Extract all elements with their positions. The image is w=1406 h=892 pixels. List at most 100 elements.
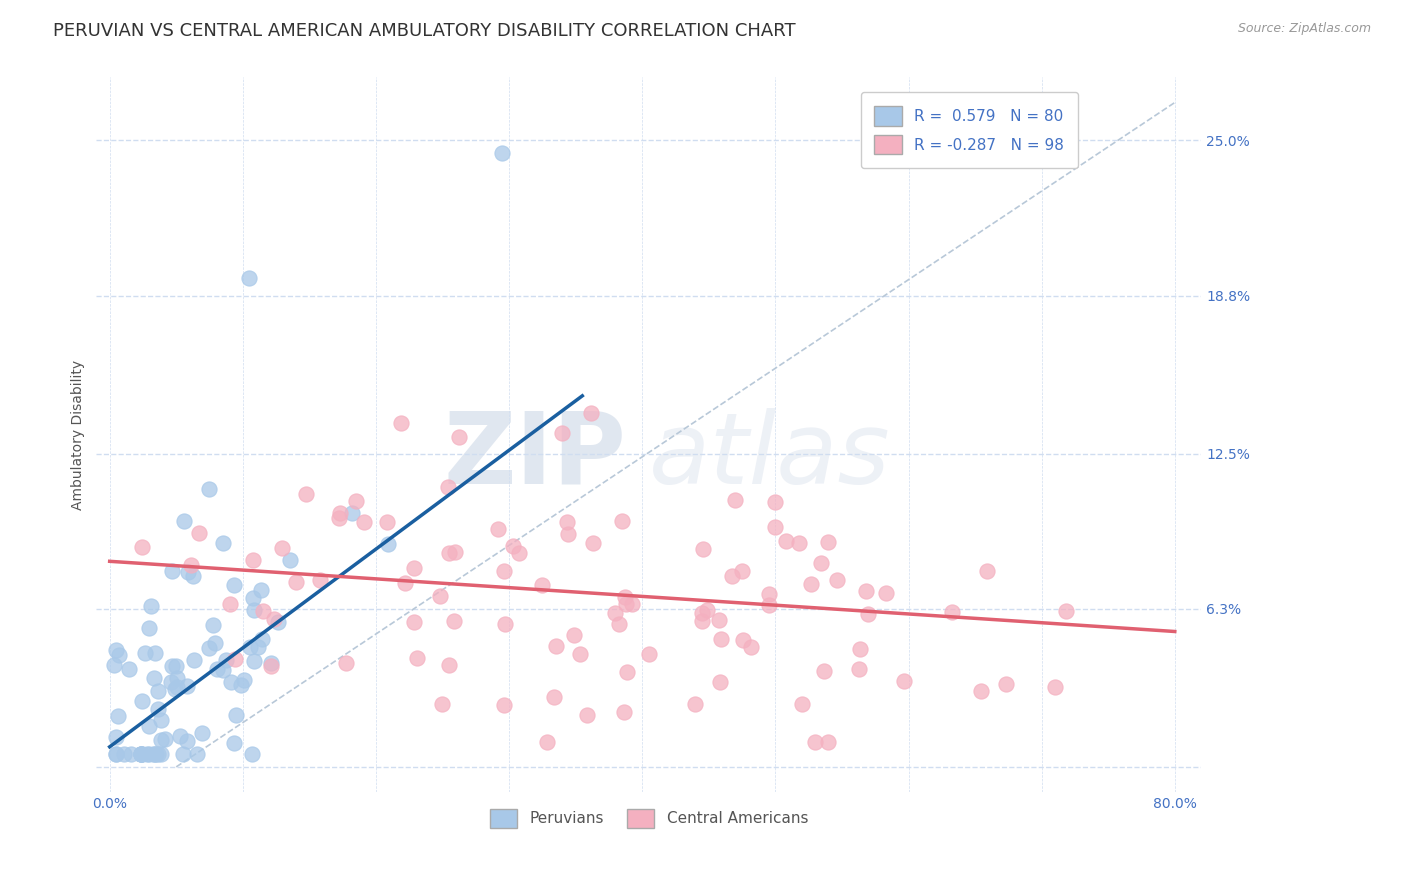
Point	[166, 671, 188, 685]
Point	[402, 561, 425, 575]
Point	[494, 616, 516, 631]
Point	[148, 684, 170, 698]
Text: PERUVIAN VS CENTRAL AMERICAN AMBULATORY DISABILITY CORRELATION CHART: PERUVIAN VS CENTRAL AMERICAN AMBULATORY …	[53, 22, 796, 40]
Point	[544, 639, 567, 653]
Point	[994, 677, 1017, 691]
Point	[710, 632, 733, 647]
Point	[555, 516, 578, 530]
Point	[614, 590, 637, 604]
Point	[138, 719, 160, 733]
Point	[143, 646, 166, 660]
Point	[941, 605, 963, 619]
Point	[970, 684, 993, 698]
Point	[730, 565, 752, 579]
Point	[176, 734, 198, 748]
Point	[183, 568, 205, 582]
Point	[205, 662, 228, 676]
Point	[150, 747, 173, 762]
Point	[377, 536, 399, 550]
Point	[612, 514, 634, 528]
Point	[215, 652, 238, 666]
Point	[260, 659, 283, 673]
Point	[429, 589, 451, 603]
Point	[107, 648, 129, 662]
Point	[177, 565, 200, 579]
Point	[613, 705, 636, 719]
Point	[131, 694, 153, 708]
Y-axis label: Ambulatory Disability: Ambulatory Disability	[72, 359, 86, 509]
Point	[603, 606, 626, 620]
Point	[278, 552, 301, 566]
Point	[758, 587, 780, 601]
Point	[551, 426, 574, 441]
Point	[219, 597, 242, 611]
Point	[146, 702, 169, 716]
Point	[150, 733, 173, 747]
Point	[129, 747, 152, 762]
Point	[138, 621, 160, 635]
Point	[134, 646, 156, 660]
Point	[131, 540, 153, 554]
Point	[136, 747, 159, 762]
Point	[740, 640, 762, 654]
Point	[340, 507, 363, 521]
Point	[163, 682, 186, 697]
Point	[105, 747, 128, 762]
Point	[763, 495, 786, 509]
Point	[568, 647, 591, 661]
Point	[103, 657, 125, 672]
Point	[118, 662, 141, 676]
Point	[219, 675, 242, 690]
Point	[581, 535, 603, 549]
Point	[803, 735, 825, 749]
Point	[188, 526, 211, 541]
Point	[160, 659, 183, 673]
Point	[153, 732, 176, 747]
Point	[131, 747, 153, 762]
Point	[180, 558, 202, 573]
Point	[198, 482, 221, 496]
Point	[138, 747, 160, 762]
Text: ZIP: ZIP	[444, 408, 627, 505]
Point	[284, 575, 307, 590]
Legend: Peruvians, Central Americans: Peruvians, Central Americans	[484, 803, 814, 834]
Point	[825, 573, 848, 587]
Point	[142, 747, 165, 762]
Point	[775, 533, 797, 548]
Point	[142, 747, 165, 762]
Point	[104, 643, 127, 657]
Point	[260, 656, 283, 670]
Point	[191, 726, 214, 740]
Point	[239, 640, 262, 654]
Point	[976, 564, 998, 578]
Point	[492, 698, 515, 713]
Point	[787, 536, 810, 550]
Point	[242, 603, 264, 617]
Point	[616, 665, 638, 679]
Point	[246, 640, 269, 654]
Point	[855, 584, 877, 599]
Point	[165, 659, 187, 673]
Point	[443, 614, 465, 628]
Point	[406, 650, 429, 665]
Point	[817, 735, 839, 749]
Point	[437, 546, 460, 560]
Point	[172, 747, 194, 762]
Point	[721, 569, 744, 583]
Point	[449, 430, 471, 444]
Point	[494, 564, 516, 578]
Point	[166, 680, 188, 694]
Point	[160, 675, 183, 690]
Point	[707, 613, 730, 627]
Point	[562, 628, 585, 642]
Point	[149, 713, 172, 727]
Point	[817, 534, 839, 549]
Point	[437, 480, 460, 494]
Point	[404, 615, 426, 629]
Point	[242, 591, 264, 605]
Point	[238, 271, 260, 285]
Point	[581, 406, 603, 420]
Point	[201, 618, 224, 632]
Point	[531, 578, 554, 592]
Point	[731, 633, 754, 648]
